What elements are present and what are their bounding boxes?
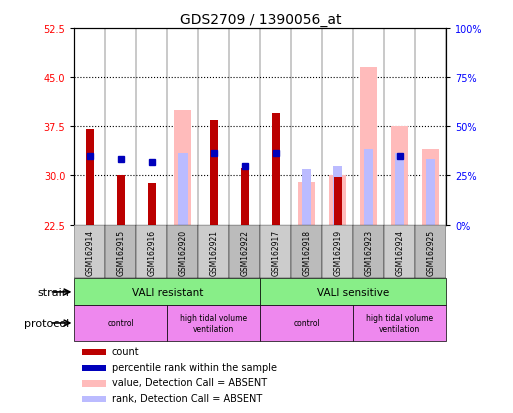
- Bar: [241, 169, 249, 225]
- Bar: [74, 225, 105, 279]
- Bar: [82, 365, 106, 371]
- Text: control: control: [108, 319, 134, 328]
- Bar: [74, 306, 167, 341]
- Text: count: count: [111, 346, 139, 356]
- Text: GSM162923: GSM162923: [364, 229, 373, 275]
- Bar: [353, 225, 384, 279]
- Title: GDS2709 / 1390056_at: GDS2709 / 1390056_at: [180, 12, 341, 26]
- Bar: [334, 177, 342, 225]
- Text: GSM162925: GSM162925: [426, 229, 436, 275]
- Bar: [174, 111, 191, 225]
- Bar: [199, 225, 229, 279]
- Bar: [329, 176, 346, 225]
- Bar: [353, 306, 446, 341]
- Text: GSM162921: GSM162921: [209, 229, 219, 275]
- Bar: [136, 225, 167, 279]
- Bar: [260, 279, 446, 306]
- Text: GSM162919: GSM162919: [333, 229, 342, 275]
- Bar: [167, 225, 199, 279]
- Text: high tidal volume
ventilation: high tidal volume ventilation: [180, 313, 247, 333]
- Bar: [82, 380, 106, 387]
- Text: GSM162922: GSM162922: [241, 229, 249, 275]
- Bar: [117, 176, 125, 225]
- Bar: [82, 349, 106, 355]
- Bar: [291, 225, 322, 279]
- Text: GSM162917: GSM162917: [271, 229, 280, 275]
- Bar: [86, 130, 94, 225]
- Bar: [322, 225, 353, 279]
- Bar: [74, 279, 260, 306]
- Bar: [391, 127, 408, 225]
- Bar: [82, 396, 106, 402]
- Text: high tidal volume
ventilation: high tidal volume ventilation: [366, 313, 433, 333]
- Bar: [384, 225, 416, 279]
- Bar: [260, 225, 291, 279]
- Text: rank, Detection Call = ABSENT: rank, Detection Call = ABSENT: [111, 393, 262, 403]
- Bar: [422, 150, 439, 225]
- Bar: [395, 153, 404, 225]
- Text: GSM162924: GSM162924: [396, 229, 404, 275]
- Text: value, Detection Call = ABSENT: value, Detection Call = ABSENT: [111, 377, 267, 387]
- Bar: [260, 306, 353, 341]
- Bar: [360, 68, 378, 225]
- Bar: [426, 160, 436, 225]
- Text: protocol: protocol: [24, 318, 69, 328]
- Text: VALI resistant: VALI resistant: [132, 287, 203, 297]
- Text: strain: strain: [37, 287, 69, 297]
- Bar: [272, 114, 280, 225]
- Bar: [299, 183, 315, 225]
- Bar: [105, 225, 136, 279]
- Bar: [364, 150, 373, 225]
- Bar: [416, 225, 446, 279]
- Bar: [302, 169, 311, 225]
- Text: GSM162916: GSM162916: [147, 229, 156, 275]
- Text: GSM162918: GSM162918: [302, 229, 311, 275]
- Bar: [167, 306, 260, 341]
- Bar: [210, 121, 218, 225]
- Text: GSM162914: GSM162914: [85, 229, 94, 275]
- Text: percentile rank within the sample: percentile rank within the sample: [111, 362, 277, 372]
- Text: GSM162915: GSM162915: [116, 229, 125, 275]
- Bar: [333, 166, 343, 225]
- Bar: [229, 225, 260, 279]
- Text: GSM162920: GSM162920: [179, 229, 187, 275]
- Bar: [178, 153, 188, 225]
- Bar: [148, 184, 156, 225]
- Text: control: control: [293, 319, 320, 328]
- Text: VALI sensitive: VALI sensitive: [317, 287, 389, 297]
